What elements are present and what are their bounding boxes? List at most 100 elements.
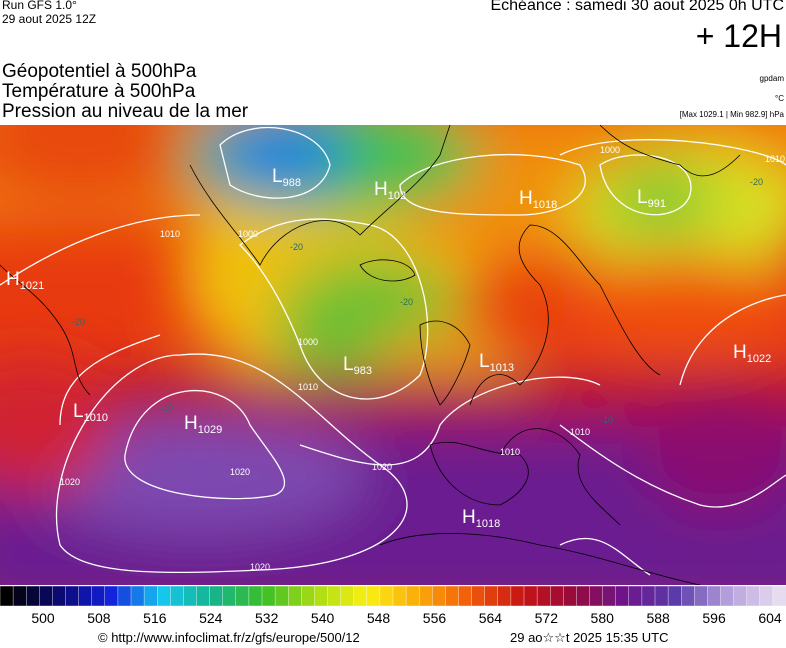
color-swatch bbox=[576, 585, 591, 607]
color-swatch bbox=[26, 585, 41, 607]
color-swatch bbox=[497, 585, 512, 607]
color-swatch bbox=[772, 585, 786, 607]
temperature-label: -20 bbox=[750, 177, 763, 187]
run-date: 29 aout 2025 12Z bbox=[2, 12, 97, 26]
pressure-center: L1013 bbox=[479, 351, 514, 374]
pressure-center: H102 bbox=[374, 179, 406, 202]
colorbar-label: 548 bbox=[367, 610, 391, 626]
color-swatch bbox=[419, 585, 434, 607]
color-swatch bbox=[91, 585, 106, 607]
isobar-label: 1010 bbox=[570, 427, 590, 437]
pressure-center: H1021 bbox=[6, 269, 44, 292]
center-letter: L bbox=[479, 351, 490, 372]
center-value: 988 bbox=[283, 177, 301, 189]
temperature-label: -10 bbox=[160, 403, 173, 413]
source: © http://www.infoclimat.fr/z/gfs/europe/… bbox=[98, 630, 360, 645]
colorbar-label: 532 bbox=[255, 610, 279, 626]
isobar-label: 1020 bbox=[372, 462, 392, 472]
echeance: Echéance : samedi 30 aout 2025 0h UTC bbox=[490, 0, 784, 14]
color-swatch bbox=[392, 585, 407, 607]
center-value: 1022 bbox=[747, 353, 771, 365]
colorbar-label: 516 bbox=[143, 610, 167, 626]
color-swatch bbox=[39, 585, 54, 607]
color-swatch bbox=[628, 585, 643, 607]
color-swatch bbox=[366, 585, 381, 607]
center-value: 983 bbox=[354, 365, 372, 377]
colorbar: 500 508 516 524 532 540 548 556 564 572 580 588 596 6… bbox=[0, 585, 786, 626]
isobar-label: 1010 bbox=[160, 229, 180, 239]
field bbox=[0, 125, 786, 585]
color-swatch bbox=[340, 585, 355, 607]
unit-gp: gpdam bbox=[759, 74, 784, 83]
isobar-label: 1000 bbox=[298, 337, 318, 347]
pressure-range: [Max 1029.1 | Min 982.9] hPa bbox=[679, 110, 784, 119]
center-letter: L bbox=[272, 166, 283, 187]
color-swatch bbox=[445, 585, 460, 607]
colorbar-label: 500 bbox=[31, 610, 55, 626]
color-swatch bbox=[379, 585, 394, 607]
color-swatch bbox=[353, 585, 368, 607]
colorbar-label: 508 bbox=[87, 610, 111, 626]
center-value: 1010 bbox=[84, 412, 108, 424]
center-value: 102 bbox=[388, 190, 406, 202]
pressure-center: L983 bbox=[343, 354, 372, 377]
color-swatch bbox=[104, 585, 119, 607]
isobars bbox=[0, 126, 786, 576]
color-swatch bbox=[733, 585, 748, 607]
color-swatch bbox=[589, 585, 604, 607]
color-swatch bbox=[314, 585, 329, 607]
center-letter: L bbox=[637, 187, 648, 208]
color-swatch bbox=[274, 585, 289, 607]
timestamp: 29 ao☆☆t 2025 15:35 UTC bbox=[510, 630, 669, 645]
color-swatch bbox=[432, 585, 447, 607]
color-swatch bbox=[602, 585, 617, 607]
colorbar-label: 596 bbox=[702, 610, 726, 626]
isobar-label: 1020 bbox=[230, 467, 250, 477]
color-swatch bbox=[694, 585, 709, 607]
color-swatch bbox=[510, 585, 525, 607]
center-letter: L bbox=[343, 354, 354, 375]
center-letter: H bbox=[184, 413, 198, 434]
isobar-label: 1020 bbox=[250, 562, 270, 572]
color-swatch bbox=[523, 585, 538, 607]
color-swatch bbox=[261, 585, 276, 607]
center-value: 1018 bbox=[476, 518, 500, 530]
center-value: 1021 bbox=[20, 280, 44, 292]
color-swatch bbox=[471, 585, 486, 607]
pressure-center: H1018 bbox=[519, 188, 557, 211]
color-swatch bbox=[235, 585, 250, 607]
isobar-label: 1020 bbox=[60, 477, 80, 487]
center-value: 991 bbox=[648, 198, 666, 210]
color-swatch bbox=[458, 585, 473, 607]
temperature-label: -10 bbox=[600, 415, 613, 425]
color-swatch bbox=[117, 585, 132, 607]
colorbar-label: 588 bbox=[646, 610, 670, 626]
isobar-label: 1000 bbox=[238, 229, 258, 239]
color-swatch bbox=[746, 585, 761, 607]
temperature-label: -20 bbox=[290, 242, 303, 252]
colorbar-label: 572 bbox=[535, 610, 559, 626]
pressure-center: H1022 bbox=[733, 342, 771, 365]
color-swatch bbox=[759, 585, 774, 607]
unit-temp: °C bbox=[775, 94, 784, 103]
color-swatch bbox=[65, 585, 80, 607]
color-swatch bbox=[130, 585, 145, 607]
color-swatch bbox=[52, 585, 67, 607]
color-swatch bbox=[209, 585, 224, 607]
colorbar-label: 564 bbox=[479, 610, 503, 626]
color-swatch bbox=[156, 585, 171, 607]
color-swatch bbox=[170, 585, 185, 607]
color-swatch bbox=[78, 585, 93, 607]
title-3: Pression au niveau de la mer bbox=[2, 101, 249, 122]
color-swatch bbox=[327, 585, 342, 607]
pressure-center: L1010 bbox=[73, 401, 108, 424]
lead-time: + 12H bbox=[695, 18, 782, 54]
color-swatch bbox=[615, 585, 630, 607]
color-swatch bbox=[707, 585, 722, 607]
colorbar-label: 524 bbox=[199, 610, 223, 626]
color-swatch bbox=[0, 585, 14, 607]
pressure-center: L988 bbox=[272, 166, 301, 189]
color-swatch bbox=[288, 585, 303, 607]
center-value: 1013 bbox=[490, 362, 514, 374]
